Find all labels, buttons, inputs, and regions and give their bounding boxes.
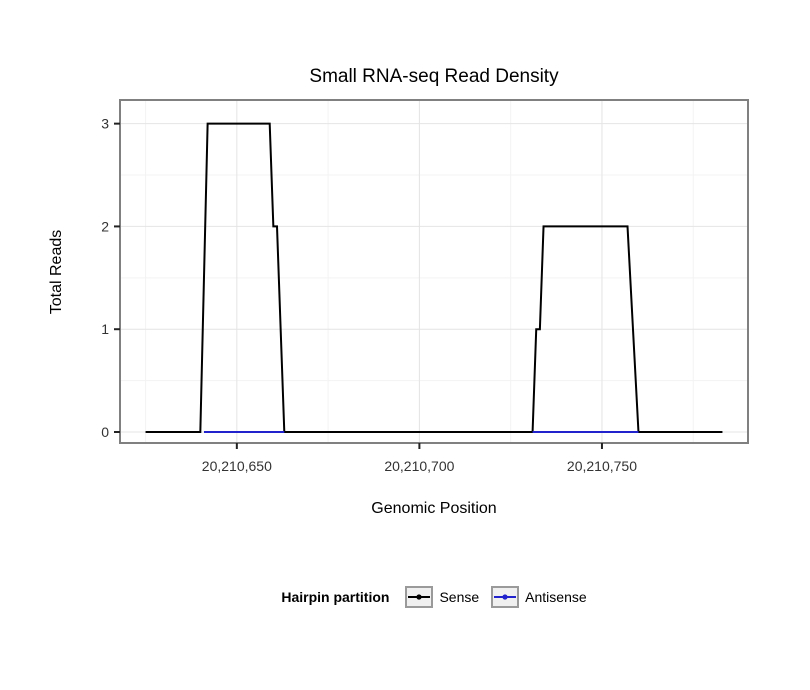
legend-label-antisense: Antisense — [525, 589, 587, 605]
chart-title: Small RNA-seq Read Density — [309, 66, 559, 87]
x-tick-label: 20,210,650 — [202, 458, 272, 474]
plot-panel — [120, 100, 748, 443]
y-tick-label: 3 — [101, 116, 109, 132]
legend-label-sense: Sense — [439, 589, 480, 605]
legend-key-sense — [405, 586, 434, 608]
y-tick-label: 1 — [101, 321, 109, 337]
legend-title: Hairpin partition — [281, 589, 390, 605]
x-axis-label: Genomic Position — [371, 500, 497, 517]
panel-border — [119, 99, 749, 444]
x-tick-label: 20,210,750 — [567, 458, 637, 474]
legend-entry-sense: Sense — [405, 586, 479, 608]
legend-entry-antisense: Antisense — [491, 586, 587, 608]
series-line-sense — [145, 122, 723, 434]
plot-area: 20,210,650 20,210,700 20,210,750 0 1 2 3 — [101, 99, 749, 474]
legend-key-antisense — [491, 586, 520, 608]
y-axis-label: Total Reads — [48, 229, 65, 315]
legend-key-glyph — [494, 594, 517, 600]
x-tick-label: 20,210,700 — [384, 458, 454, 474]
y-tick-label: 2 — [101, 218, 109, 234]
y-tick-label: 0 — [101, 424, 109, 440]
legend: Hairpin partition Sense Antisense — [120, 580, 748, 614]
legend-key-glyph — [408, 594, 431, 600]
